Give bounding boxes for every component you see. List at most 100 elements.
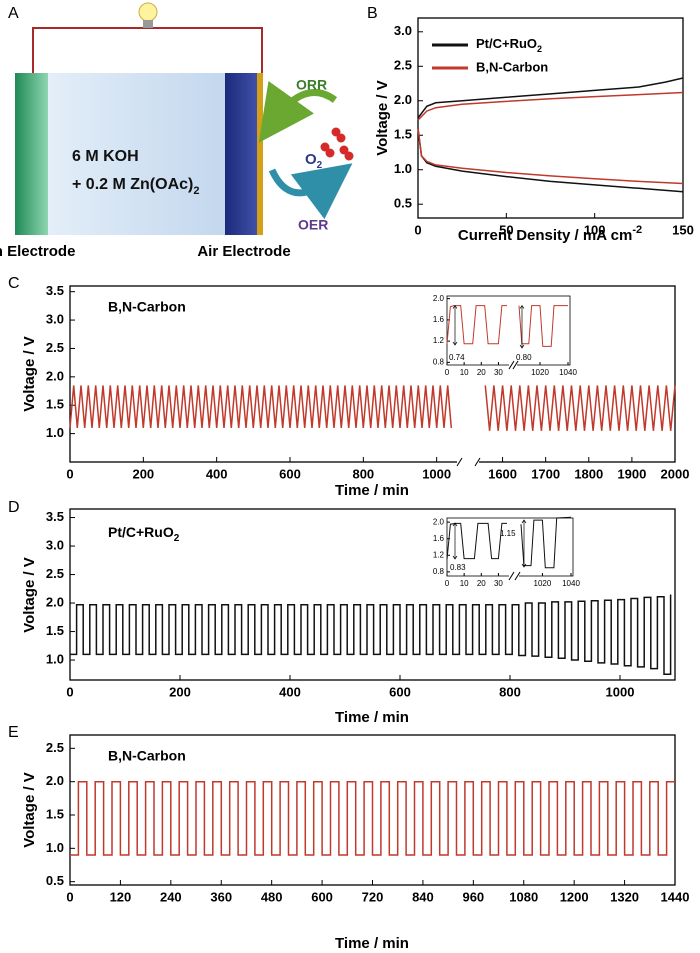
gas-layer <box>257 73 263 235</box>
x-axis-label: Current Density / mA cm-2 <box>458 224 642 244</box>
y-axis-label: Voltage / V <box>374 80 391 156</box>
x-tick-label: 1320 <box>610 889 639 904</box>
x-tick-label: 800 <box>352 466 374 481</box>
electrolyte <box>48 73 226 235</box>
x-tick-label: 400 <box>206 466 228 481</box>
x-tick-label: 20 <box>477 579 486 588</box>
data-line <box>70 780 675 856</box>
y-tick-label: 1.6 <box>433 534 445 543</box>
y-tick-label: 0.5 <box>394 196 412 211</box>
plot-annotation: B,N-Carbon <box>108 748 186 764</box>
x-axis-label: Time / min <box>335 709 409 726</box>
x-tick-label: 600 <box>311 889 333 904</box>
oer-arrow <box>268 163 353 220</box>
y-tick-label: 1.2 <box>433 550 445 559</box>
y-tick-label: 2.0 <box>433 294 445 303</box>
x-tick-label: 200 <box>132 466 154 481</box>
legend-label: Pt/C+RuO2 <box>476 36 542 54</box>
plot-annotation: Pt/C+RuO2 <box>108 524 180 544</box>
x-tick-label: 1200 <box>560 889 589 904</box>
x-tick-label: 30 <box>494 579 503 588</box>
y-axis-label: Voltage / V <box>21 336 38 412</box>
x-tick-label: 1700 <box>531 466 560 481</box>
y-axis-label: Voltage / V <box>21 772 38 848</box>
plot-frame <box>69 285 676 463</box>
x-tick-label: 600 <box>389 684 411 699</box>
x-tick-label: 1040 <box>559 368 577 377</box>
x-tick-label: 1800 <box>574 466 603 481</box>
data-line <box>69 385 676 431</box>
panel-label: D <box>8 499 20 516</box>
x-tick-label: 1900 <box>617 466 646 481</box>
electrolyte-label: + 0.2 M Zn(OAc)2 <box>72 176 199 197</box>
x-tick-label: 100 <box>584 222 606 237</box>
x-tick-label: 0 <box>445 579 450 588</box>
bulb <box>138 2 158 22</box>
arrow-head <box>521 519 527 568</box>
y-tick-label: 2.5 <box>46 740 64 755</box>
x-tick-label: 800 <box>499 684 521 699</box>
y-tick-label: 1.0 <box>46 425 64 440</box>
axis-break-mark <box>456 457 463 467</box>
axis-break <box>457 460 479 464</box>
panel-label: A <box>8 5 19 22</box>
x-axis-label: Time / min <box>335 935 409 952</box>
y-tick-label: 1.0 <box>46 840 64 855</box>
x-tick-label: 50 <box>499 222 513 237</box>
y-axis-label: Voltage / V <box>21 557 38 633</box>
axis-break-mark <box>474 457 481 467</box>
text: Pt/C+RuO <box>108 524 174 540</box>
y-tick-label: 0.8 <box>433 357 445 366</box>
oer-label: OER <box>298 217 328 233</box>
y-tick-label: 3.0 <box>46 537 64 552</box>
orr-label: ORR <box>296 77 327 93</box>
y-tick-label: 1.6 <box>433 315 445 324</box>
y-tick-label: 1.5 <box>394 127 412 142</box>
subscript: 2 <box>537 44 542 54</box>
x-tick-label: 10 <box>460 368 469 377</box>
x-tick-label: 600 <box>279 466 301 481</box>
y-tick-label: 0.8 <box>433 567 445 576</box>
annotation-label: 0.74 <box>449 353 465 362</box>
y-tick-label: 2.5 <box>46 340 64 355</box>
y-tick-label: 2.0 <box>46 594 64 609</box>
x-tick-label: 200 <box>169 684 191 699</box>
axis-break-mark <box>508 360 515 370</box>
o2-label: O2 <box>305 151 323 171</box>
x-tick-label: 0 <box>445 368 450 377</box>
x-tick-label: 720 <box>362 889 384 904</box>
panel-label: E <box>8 724 19 741</box>
electrode-label: Zn Electrode <box>0 243 75 260</box>
zn-electrode <box>15 73 48 235</box>
legend-label: B,N-Carbon <box>476 59 548 74</box>
y-tick-label: 2.0 <box>394 92 412 107</box>
annotation-label: 0.80 <box>516 353 532 362</box>
x-tick-label: 0 <box>66 466 73 481</box>
y-tick-label: 3.5 <box>46 509 64 524</box>
y-tick-label: 1.5 <box>46 397 64 412</box>
x-tick-label: 30 <box>494 368 503 377</box>
plot-frame <box>69 508 676 681</box>
x-tick-label: 480 <box>261 889 283 904</box>
bulb-base <box>143 20 153 28</box>
data-line <box>417 91 684 185</box>
axis-break-mark <box>508 571 515 581</box>
text: O <box>305 151 317 168</box>
y-tick-label: 2.0 <box>433 517 445 526</box>
y-tick-label: 1.5 <box>46 623 64 638</box>
arrow-head <box>452 522 458 560</box>
axis-break <box>509 574 519 578</box>
y-tick-label: 3.5 <box>46 283 64 298</box>
x-tick-label: 1000 <box>606 684 635 699</box>
x-tick-label: 840 <box>412 889 434 904</box>
subscript: 2 <box>317 160 323 171</box>
y-tick-label: 2.5 <box>394 58 412 73</box>
axis-break-mark <box>514 571 521 581</box>
x-tick-label: 360 <box>210 889 232 904</box>
x-tick-label: 20 <box>477 368 486 377</box>
electrolyte-label: 6 M KOH <box>72 148 139 165</box>
x-tick-label: 120 <box>110 889 132 904</box>
y-tick-label: 1.0 <box>46 651 64 666</box>
plot-annotation: B,N-Carbon <box>108 299 186 315</box>
plot-frame <box>446 295 571 366</box>
